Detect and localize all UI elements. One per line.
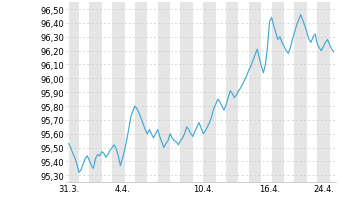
Bar — [226, 3, 238, 182]
Bar — [112, 3, 124, 182]
Bar — [317, 3, 330, 182]
Bar — [203, 3, 216, 182]
Bar — [69, 3, 79, 182]
Bar — [294, 3, 307, 182]
Bar — [249, 3, 261, 182]
Bar — [272, 3, 284, 182]
Bar — [135, 3, 147, 182]
Bar — [158, 3, 170, 182]
Bar — [89, 3, 102, 182]
Bar — [180, 3, 193, 182]
